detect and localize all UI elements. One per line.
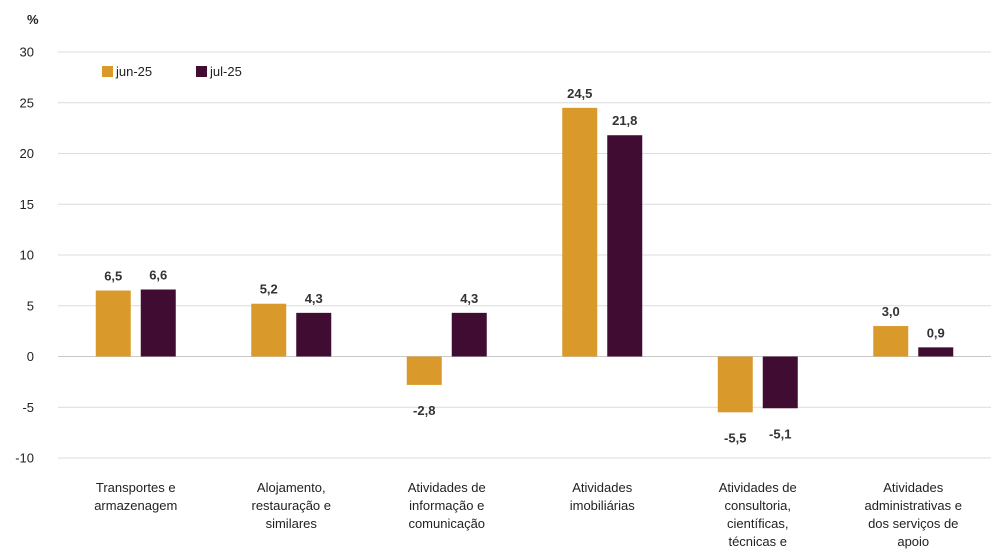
- bar-jun-25: [251, 303, 287, 357]
- x-category-label: dos serviços de: [868, 516, 958, 531]
- legend-label: jun-25: [115, 64, 152, 79]
- legend-swatch: [196, 66, 207, 77]
- bar-jun-25: [873, 326, 909, 357]
- bar-jun-25: [406, 356, 442, 385]
- gridlines: [58, 51, 991, 459]
- y-tick-label: 15: [20, 197, 34, 212]
- y-axis: % 30 25 20 15 10 5 0 -5 -10: [15, 12, 39, 466]
- bar-jul-25: [762, 356, 798, 409]
- x-category-label: comunicação: [408, 516, 485, 531]
- y-tick-label: 20: [20, 146, 34, 161]
- legend-label: jul-25: [209, 64, 242, 79]
- x-category-label: informação e: [409, 498, 484, 513]
- data-label: 6,6: [149, 268, 167, 283]
- x-category-label: armazenagem: [94, 498, 177, 513]
- data-label: 21,8: [612, 113, 637, 128]
- x-category-label: Atividades: [883, 480, 943, 495]
- bars: [95, 107, 954, 413]
- data-label: 4,3: [305, 291, 323, 306]
- x-axis-category-labels: Transportes e armazenagem Alojamento, resta…: [94, 480, 962, 549]
- bar-jul-25: [918, 347, 954, 357]
- y-tick-label: -5: [22, 400, 34, 415]
- y-tick-label: 30: [20, 45, 34, 60]
- data-label: 6,5: [104, 269, 122, 284]
- y-axis-unit-label: %: [27, 12, 39, 27]
- y-tick-label: 10: [20, 248, 34, 263]
- data-label: 24,5: [567, 86, 592, 101]
- bar-jun-25: [717, 356, 753, 413]
- data-label: -2,8: [413, 403, 435, 418]
- data-label: 5,2: [260, 282, 278, 297]
- data-label: 4,3: [460, 291, 478, 306]
- y-tick-label: 25: [20, 95, 34, 110]
- legend: jun-25 jul-25: [102, 64, 242, 79]
- x-category-label: apoio: [897, 534, 929, 549]
- x-category-label: imobiliárias: [570, 498, 636, 513]
- bar-jul-25: [451, 312, 487, 357]
- bar-jun-25: [562, 107, 598, 357]
- x-category-label: Alojamento,: [257, 480, 326, 495]
- data-label: 3,0: [882, 304, 900, 319]
- data-label: -5,5: [724, 430, 746, 445]
- x-category-label: Transportes e: [96, 480, 176, 495]
- x-category-label: técnicas e: [728, 534, 787, 549]
- x-category-label: Atividades de: [719, 480, 797, 495]
- legend-swatch: [102, 66, 113, 77]
- x-category-label: restauração e: [252, 498, 332, 513]
- y-tick-label: 0: [27, 349, 34, 364]
- x-category-label: Atividades: [572, 480, 632, 495]
- bar-jul-25: [140, 289, 176, 357]
- bar-jun-25: [95, 290, 131, 357]
- y-tick-label: -10: [15, 451, 34, 466]
- data-label: -5,1: [769, 426, 791, 441]
- bar-jul-25: [296, 312, 332, 357]
- y-tick-label: 5: [27, 298, 34, 313]
- x-category-label: científicas,: [727, 516, 788, 531]
- x-category-label: administrativas e: [864, 498, 962, 513]
- x-category-label: similares: [266, 516, 318, 531]
- x-category-label: consultoria,: [725, 498, 791, 513]
- bar-jul-25: [607, 135, 643, 357]
- x-category-label: Atividades de: [408, 480, 486, 495]
- data-labels: 6,5 6,6 5,2 4,3 -2,8 4,3 24,5 21,8 -5,5 -5,1 3,0 0,…: [104, 86, 945, 446]
- data-label: 0,9: [927, 325, 945, 340]
